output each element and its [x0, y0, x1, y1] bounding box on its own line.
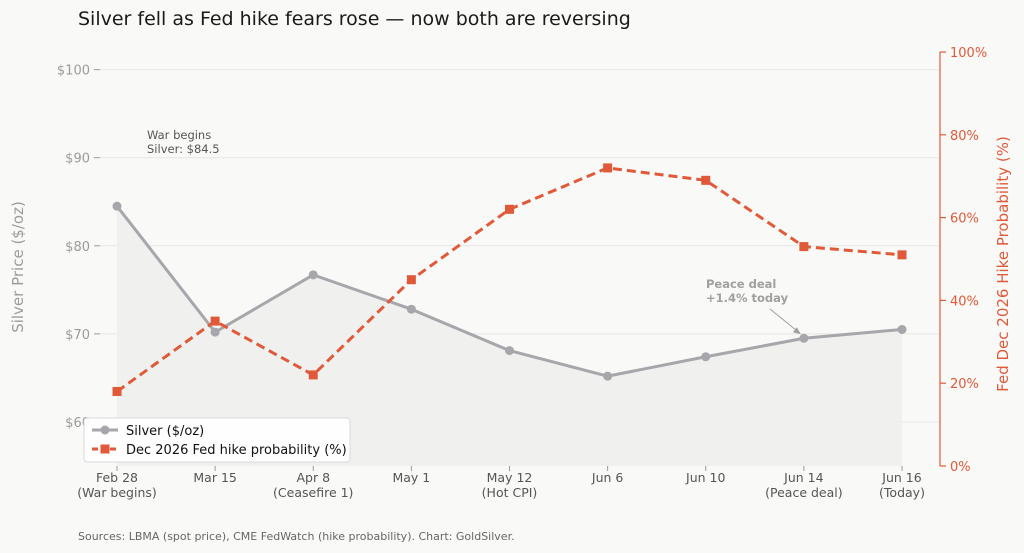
annotation-war-begins: War begins	[147, 128, 211, 142]
x-axis: Feb 28(War begins) Mar 15 Apr 8(Ceasefire …	[77, 466, 925, 500]
fed-hike-point	[406, 275, 416, 285]
x-tick-label: (Hot CPI)	[482, 485, 538, 500]
fed-hike-point	[701, 175, 711, 185]
fed-hike-point	[505, 204, 514, 214]
x-tick-label: Jun 6	[591, 470, 624, 485]
legend-marker	[100, 444, 110, 454]
silver-point	[603, 371, 613, 381]
silver-point	[701, 352, 711, 362]
x-tick-label: (Today)	[879, 485, 925, 500]
x-tick-label: May 1	[392, 470, 430, 485]
fed-hike-point	[112, 386, 122, 396]
fed-hike-point	[603, 163, 613, 173]
right-axis-label: Fed Dec 2026 Hike Probability (%)	[994, 136, 1012, 392]
silver-area-fill	[117, 206, 902, 467]
legend-label: Dec 2026 Fed hike probability (%)	[126, 443, 347, 458]
x-tick-label: (Peace deal)	[765, 485, 843, 500]
fed-hike-point	[799, 242, 809, 252]
left-tick-label: $70	[65, 328, 90, 343]
x-tick-label: Jun 14	[783, 470, 823, 485]
silver-area	[117, 206, 902, 467]
annotation-peace-deal: Peace deal	[706, 277, 776, 291]
silver-point	[505, 346, 514, 356]
silver-point	[406, 304, 416, 314]
left-axis-label: Silver Price ($/oz)	[9, 201, 27, 333]
fed-hike-point	[308, 370, 318, 380]
annotation-arrowhead	[792, 327, 801, 335]
silver-point	[112, 201, 122, 211]
chart-title: Silver fell as Fed hike fears rose — now…	[78, 8, 631, 30]
x-tick-label: (War begins)	[77, 485, 157, 500]
x-tick-label: Mar 15	[193, 470, 236, 485]
legend-label: Silver ($/oz)	[126, 424, 204, 439]
left-tick-label: $80	[65, 240, 90, 255]
silver-point	[210, 327, 220, 337]
right-tick-label: 20%	[950, 377, 979, 392]
legend-box	[83, 417, 351, 463]
left-tick-label: $90	[65, 152, 90, 167]
right-tick-label: 80%	[950, 129, 979, 144]
right-tick-label: 60%	[950, 212, 979, 227]
x-tick-label: Apr 8	[296, 470, 330, 485]
legend: Silver ($/oz) Dec 2026 Fed hike probabili…	[83, 417, 351, 463]
x-tick-label: Jun 10	[685, 470, 725, 485]
left-tick-label: $100	[57, 64, 90, 79]
annotation-arrow	[769, 308, 801, 334]
x-tick-label: Jun 16	[881, 470, 921, 485]
right-tick-label: 0%	[950, 460, 971, 475]
silver-point	[799, 333, 809, 343]
x-tick-label: (Ceasefire 1)	[273, 485, 353, 500]
annotation-peace-deal: +1.4% today	[706, 291, 789, 305]
right-tick-label: 100%	[950, 46, 987, 61]
right-axis: 0% 20% 40% 60% 80% 100% Fed Dec 2026 Hike Prob…	[939, 46, 1012, 475]
fed-hike-point	[210, 316, 220, 326]
silver-point	[308, 270, 318, 280]
fed-hike-point	[897, 250, 907, 260]
annotation-war-begins: Silver: $84.5	[147, 142, 220, 156]
source-note: Sources: LBMA (spot price), CME FedWatch…	[78, 530, 515, 543]
right-tick-label: 40%	[950, 294, 979, 309]
x-tick-label: Feb 28	[96, 470, 138, 485]
series-layer	[112, 163, 907, 396]
silver-point	[897, 324, 907, 334]
legend-marker	[100, 425, 110, 435]
x-tick-label: May 12	[487, 470, 533, 485]
